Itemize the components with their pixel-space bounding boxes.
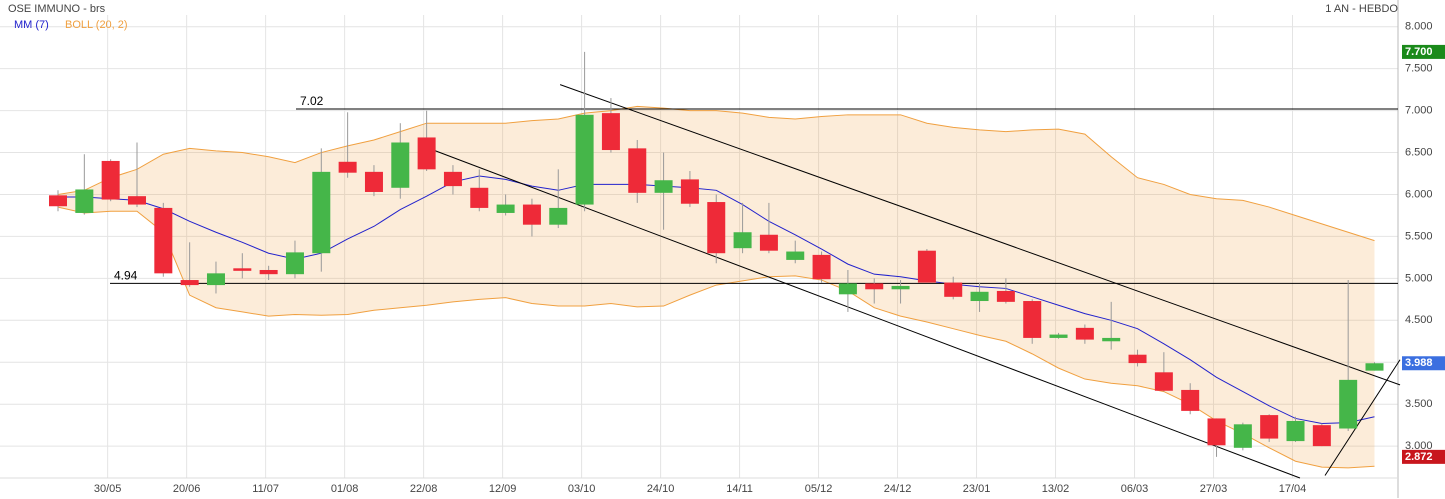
bollinger-upper [57,105,1375,242]
candle-body [154,207,173,274]
x-tick-label: 03/10 [568,483,596,495]
price-marker-label: 7.700 [1405,46,1433,58]
x-tick-label: 17/04 [1279,483,1307,495]
candle-body [522,204,541,225]
candle-body [1023,301,1042,338]
price-marker-label: 3.988 [1405,357,1433,369]
x-tick-label: 06/03 [1121,483,1149,495]
candle-body [1233,424,1252,448]
candle-body [680,179,699,204]
candle-body [1260,415,1279,439]
candle-body [1339,379,1358,429]
candle-body [180,280,199,286]
candle-body [312,171,331,254]
candle-body [338,161,357,173]
y-tick-label: 8.000 [1405,21,1433,33]
x-tick-label: 22/08 [410,483,438,495]
candle-body [364,171,383,192]
candle-body [259,269,278,275]
y-tick-label: 7.000 [1405,105,1433,117]
candle-body [707,202,726,254]
candle-body [996,290,1015,302]
x-tick-label: 23/01 [963,483,991,495]
candle-body [786,251,805,260]
price-marker-label: 2.872 [1405,451,1433,463]
candle-body [1128,354,1147,364]
y-tick-label: 3.500 [1405,398,1433,410]
level-label: 4.94 [114,269,138,283]
candle-body [628,148,647,193]
candle-body [838,283,857,295]
candle-body [865,283,884,290]
y-tick-label: 3.000 [1405,440,1433,452]
candle-body [285,252,304,275]
legend-entry: MM (7) [14,19,49,31]
y-tick-label: 4.500 [1405,314,1433,326]
y-tick-label: 7.500 [1405,63,1433,75]
y-tick-label: 6.500 [1405,146,1433,158]
candle-body [733,232,752,249]
x-tick-label: 11/07 [252,483,279,495]
candle-body [891,285,910,290]
candle-body [1365,363,1384,371]
y-tick-label: 5.500 [1405,230,1433,242]
candle-body [391,142,410,188]
candle-body [127,196,146,205]
candle-body [470,187,489,208]
candle-body [206,273,225,286]
price-marker [1402,44,1445,59]
candle-body [75,189,94,213]
candle-body [1154,372,1173,391]
chart-title: OSE IMMUNO - brs [8,3,106,15]
trendline [559,84,1401,386]
candle-body [49,195,67,207]
candle-body [654,180,673,193]
level-label: 7.02 [300,94,324,108]
x-tick-label: 20/06 [173,483,201,495]
candle-body [759,234,778,251]
candle-body [970,291,989,302]
candle-body [496,204,515,213]
moving-average [58,175,1375,424]
candle-body [601,113,620,151]
candle-body [1286,420,1305,442]
candle-body [575,114,594,205]
x-tick-label: 14/11 [726,483,753,495]
x-tick-label: 24/12 [884,483,912,495]
candle-body [549,207,568,225]
candle-body [233,268,252,271]
candle-body [1312,425,1331,447]
candle-body [1049,334,1068,338]
candle-body [1181,389,1200,411]
candle-body [443,171,462,187]
candle-body [917,250,936,283]
trendline [426,147,1301,479]
candle-body [1102,337,1121,342]
candle-body [1207,418,1226,446]
chart-subtitle: 1 AN - HEBDO [1325,3,1398,15]
x-tick-label: 24/10 [647,483,675,495]
candle-body [812,254,831,280]
x-tick-label: 01/08 [331,483,359,495]
candle-body [417,137,436,170]
candle-body [944,282,963,297]
candle-body [101,160,120,200]
bollinger-band [58,106,1375,468]
x-tick-label: 12/09 [489,483,517,495]
x-tick-label: 05/12 [805,483,833,495]
y-tick-label: 5.000 [1405,272,1433,284]
candle-body [1075,327,1094,340]
y-tick-label: 6.000 [1405,188,1433,200]
trendline [1324,359,1401,476]
price-marker [1402,356,1445,371]
x-tick-label: 30/05 [94,483,122,495]
legend-entry: BOLL (20, 2) [65,19,128,31]
x-tick-label: 13/02 [1042,483,1070,495]
price-marker [1402,449,1445,464]
x-tick-label: 27/03 [1200,483,1228,495]
